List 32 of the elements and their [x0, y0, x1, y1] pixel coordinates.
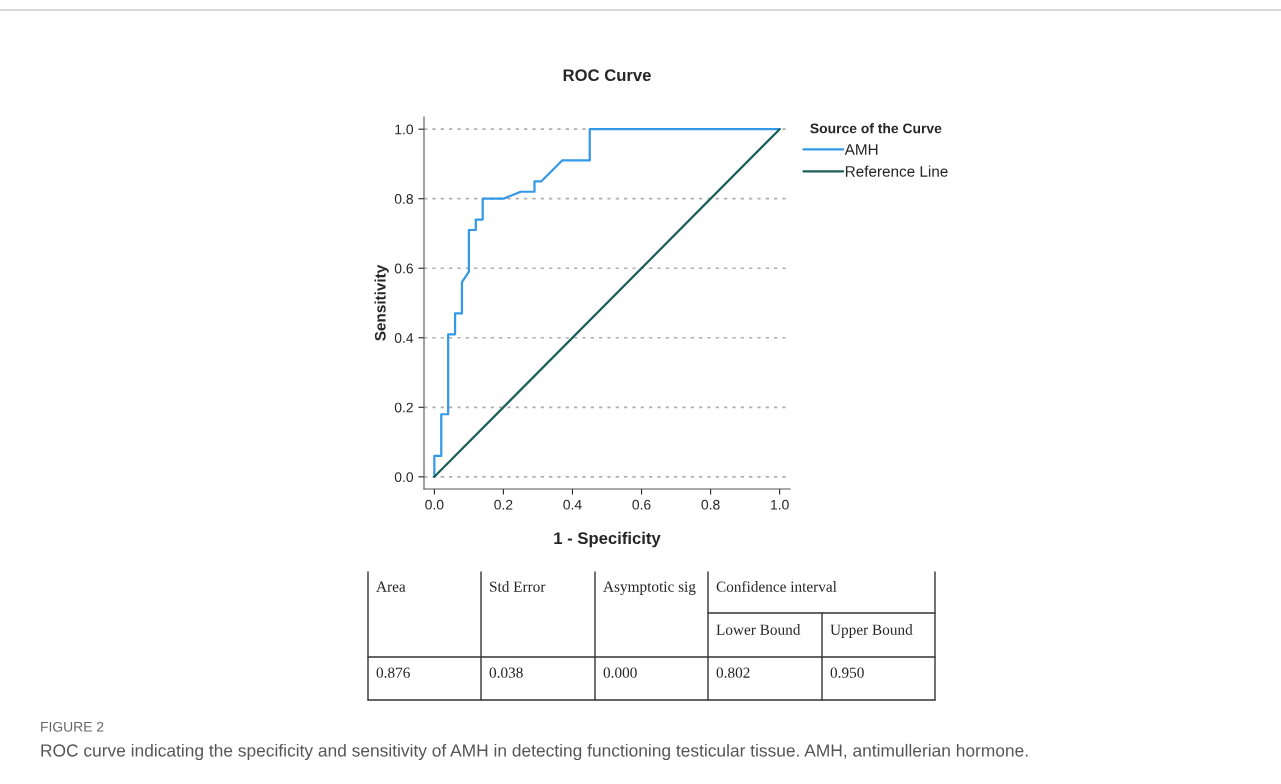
y-axis-title: Sensitivity — [374, 264, 389, 341]
text: 0.950 — [830, 667, 864, 678]
text: 0.000 — [603, 667, 637, 678]
text: Confidence interval — [716, 580, 837, 592]
x-tick-label: 0.4 — [563, 499, 582, 510]
legend-title: Source of the Curve — [810, 123, 942, 134]
y-tick-label: 0.4 — [394, 333, 414, 343]
y-tick-label: 1.0 — [395, 124, 414, 135]
text: Area — [376, 581, 406, 592]
text: 0.802 — [716, 667, 750, 678]
text: 0.038 — [489, 667, 523, 678]
x-tick-label: 0.0 — [425, 499, 444, 510]
y-tick-label: 0.2 — [394, 402, 413, 413]
text: 0.876 — [376, 667, 410, 678]
text: Upper Bound — [830, 624, 913, 638]
line-series — [433, 128, 781, 478]
text: Std Error — [490, 581, 546, 592]
legend-label: AMH — [844, 144, 878, 155]
x-tick-label: 0.8 — [701, 499, 720, 510]
x-tick-label: 1.0 — [771, 499, 789, 510]
text: Asymptotic sig — [603, 581, 696, 595]
y-tick-label: 0.6 — [394, 263, 413, 274]
x-axis-title: 1 - Specificity — [554, 531, 661, 548]
text: ROC curve indicating the specificity and sensitivity of AMH in detecting functioning testicular tissue. AMH, antimullerian hormone. — [41, 743, 1028, 761]
caption: FIGURE 2 — [41, 721, 104, 732]
y-tick-label: 0.0 — [394, 472, 414, 482]
x-tick-label: 0.6 — [632, 499, 651, 510]
y-tick-label: 0.8 — [394, 194, 413, 204]
text: Lower Bound — [716, 624, 801, 635]
legend-label: Reference Line — [845, 165, 948, 177]
x-tick-label: 0.2 — [494, 499, 513, 510]
chart-title: ROC Curve — [563, 69, 651, 82]
